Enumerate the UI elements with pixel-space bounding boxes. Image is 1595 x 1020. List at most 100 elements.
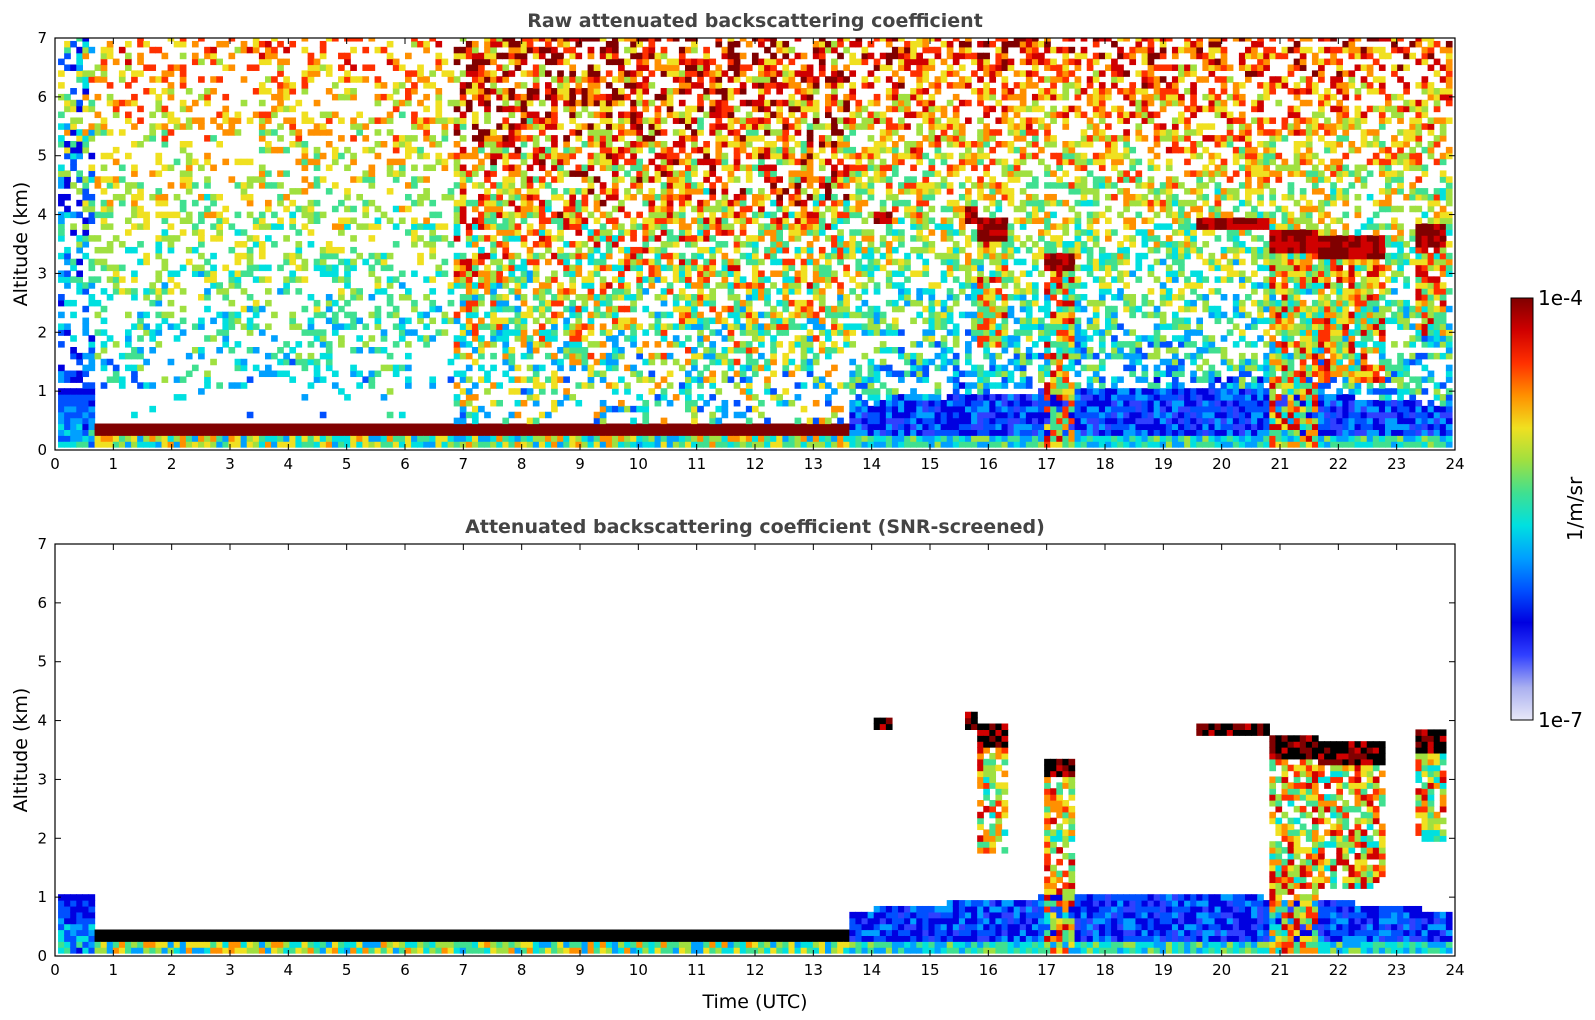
heatmap-cell	[216, 223, 223, 230]
heatmap-cell	[423, 82, 430, 89]
heatmap-cell	[806, 146, 814, 154]
heatmap-cell	[776, 111, 783, 119]
heatmap-cell	[210, 270, 217, 277]
heatmap-cell	[155, 323, 163, 330]
heatmap-cell	[709, 158, 717, 166]
heatmap-cell	[386, 93, 394, 101]
heatmap-cell	[490, 429, 497, 436]
heatmap-cell	[557, 193, 564, 201]
heatmap-cell	[289, 211, 297, 219]
heatmap-cell	[545, 246, 552, 254]
heatmap-cell	[593, 441, 601, 448]
heatmap-cell	[867, 276, 875, 283]
heatmap-cell	[490, 70, 497, 77]
heatmap-cell	[660, 99, 668, 107]
heatmap-cell	[764, 435, 771, 442]
heatmap-cell	[611, 405, 619, 413]
heatmap-cell	[837, 170, 844, 177]
heatmap-cell	[532, 394, 540, 401]
heatmap-cell	[831, 182, 838, 189]
heatmap-cell	[350, 429, 357, 436]
heatmap-cell	[465, 258, 473, 266]
heatmap-cell	[855, 423, 863, 430]
heatmap-cell	[806, 82, 814, 89]
heatmap-cell	[520, 111, 528, 119]
heatmap-cell	[538, 164, 546, 172]
heatmap-cell	[758, 40, 765, 48]
heatmap-cell	[429, 382, 437, 389]
heatmap-cell	[484, 135, 491, 142]
heatmap-cell	[885, 135, 893, 142]
heatmap-cell	[429, 229, 437, 236]
heatmap-cell	[636, 405, 643, 413]
heatmap-cell	[618, 117, 625, 124]
heatmap-cell	[685, 394, 692, 401]
heatmap-cell	[490, 288, 497, 295]
heatmap-cell	[599, 435, 607, 442]
heatmap-cell	[636, 123, 643, 130]
heatmap-cell	[605, 235, 613, 242]
heatmap-cell	[557, 288, 564, 295]
heatmap-cell	[289, 258, 297, 266]
heatmap-cell	[319, 46, 327, 54]
heatmap-cell	[131, 164, 138, 172]
heatmap-cell	[398, 158, 406, 166]
heatmap-cell	[642, 217, 650, 224]
heatmap-cell	[453, 335, 461, 342]
heatmap-cell	[58, 311, 65, 319]
heatmap-cell	[502, 329, 510, 336]
heatmap-cell	[770, 82, 777, 89]
heatmap-cell	[770, 146, 777, 154]
heatmap-cell	[520, 311, 528, 319]
heatmap-cell	[764, 99, 771, 107]
heatmap-cell	[350, 423, 357, 430]
heatmap-cell	[380, 252, 388, 260]
heatmap-cell	[630, 176, 637, 183]
heatmap-cell	[904, 435, 911, 442]
heatmap-cell	[70, 335, 77, 342]
heatmap-cell	[514, 323, 522, 330]
heatmap-cell	[849, 441, 857, 448]
heatmap-cell	[709, 88, 717, 95]
heatmap-cell	[411, 329, 418, 336]
heatmap-cell	[751, 288, 759, 295]
heatmap-cell	[703, 111, 710, 119]
heatmap-cell	[459, 111, 467, 119]
heatmap-cell	[648, 199, 656, 207]
heatmap-cell	[788, 299, 796, 307]
heatmap-cell	[301, 276, 309, 283]
heatmap-cell	[806, 170, 814, 177]
heatmap-cell	[806, 299, 814, 307]
heatmap-cell	[818, 158, 826, 166]
heatmap-cell	[405, 93, 412, 101]
heatmap-cell	[411, 235, 418, 242]
heatmap-cell	[691, 429, 698, 436]
heatmap-cell	[508, 176, 516, 183]
heatmap-cell	[660, 93, 668, 101]
heatmap-cell	[904, 405, 911, 413]
heatmap-cell	[660, 323, 668, 330]
heatmap-cell	[685, 376, 692, 383]
heatmap-cell	[210, 88, 217, 95]
heatmap-cell	[800, 99, 808, 107]
heatmap-cell	[295, 188, 303, 195]
heatmap-cell	[344, 429, 351, 436]
heatmap-cell	[490, 323, 497, 330]
heatmap-cell	[307, 323, 315, 330]
heatmap-cell	[551, 317, 558, 325]
heatmap-cell	[867, 258, 875, 266]
heatmap-cell	[654, 205, 662, 213]
heatmap-cell	[758, 123, 765, 130]
heatmap-cell	[654, 394, 662, 401]
heatmap-cell	[338, 429, 345, 436]
heatmap-cell	[58, 417, 65, 425]
heatmap-cell	[356, 441, 363, 448]
heatmap-cell	[636, 270, 643, 277]
heatmap-cell	[666, 146, 674, 154]
heatmap-cell	[532, 347, 540, 354]
heatmap-cell	[429, 223, 437, 230]
heatmap-cell	[593, 70, 601, 77]
heatmap-cell	[831, 246, 838, 254]
heatmap-cell	[441, 223, 449, 230]
heatmap-cell	[64, 405, 71, 413]
